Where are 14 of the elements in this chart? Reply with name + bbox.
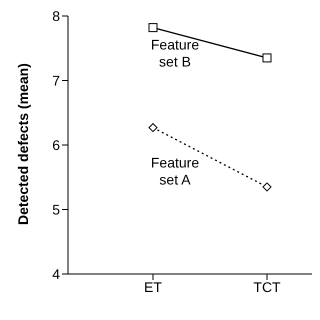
y-tick-label: 4: [52, 266, 60, 282]
y-tick-label: 6: [52, 136, 60, 153]
point: [262, 53, 272, 62]
y-tick-label: 8: [52, 8, 60, 24]
x-tick-label: ET: [144, 278, 162, 295]
point: [148, 23, 158, 32]
y-tick-label: 7: [52, 72, 60, 88]
series-label: Feature set B: [150, 36, 200, 70]
y-axis-title: Detected defects (mean): [14, 63, 31, 225]
y-tick-label: 5: [52, 201, 60, 218]
point: [262, 182, 272, 192]
point: [148, 123, 158, 132]
x-tick-label: TCT: [253, 278, 282, 295]
series-label: Feature set A: [150, 154, 200, 188]
